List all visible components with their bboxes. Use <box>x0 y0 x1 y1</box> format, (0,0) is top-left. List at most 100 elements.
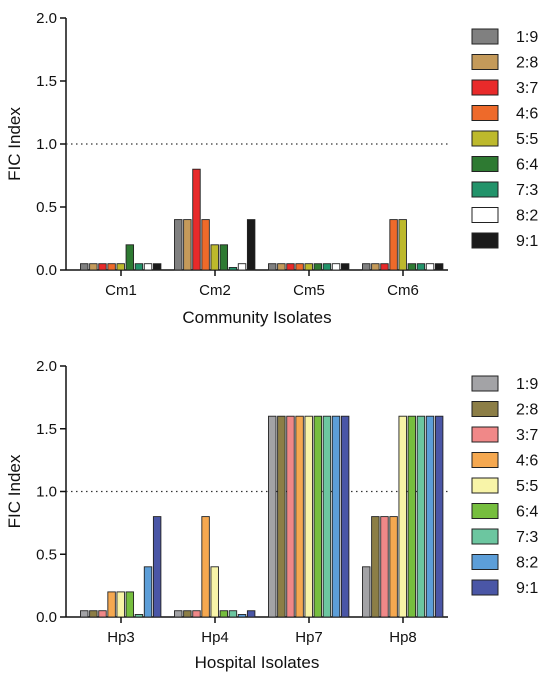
legend-swatch <box>471 452 499 468</box>
bar-hospital-hp8-7-3 <box>416 415 426 618</box>
bar-community-cm1-2-8 <box>89 263 98 271</box>
bar-community-cm5-8-2 <box>331 263 341 271</box>
bar-hospital-hp7-3-7 <box>286 415 295 618</box>
bar-community-cm5-4-6 <box>295 263 304 271</box>
legend-swatch <box>471 503 499 519</box>
x-tick-label: Hp4 <box>201 629 229 646</box>
bar-community-cm1-5-5 <box>116 263 125 271</box>
legend-label: 2:8 <box>516 55 538 72</box>
y-axis-title: FIC Index <box>5 454 24 528</box>
legend-label: 8:2 <box>516 208 538 225</box>
bar-hospital-hp3-1-9 <box>80 610 89 618</box>
bar-community-cm2-6-4 <box>219 244 229 271</box>
bar-hospital-hp8-1-9 <box>362 566 371 618</box>
bar-community-cm5-1-9 <box>268 263 277 271</box>
y-tick-label: 2.0 <box>36 10 57 27</box>
legend-label: 1:9 <box>516 29 538 46</box>
bar-community-cm6-2-8 <box>371 263 380 271</box>
bar-community-cm1-8-2 <box>143 263 153 271</box>
legend-swatch <box>471 528 499 545</box>
legend-swatch <box>471 401 499 417</box>
legend-swatch <box>471 105 499 121</box>
x-tick-label: Cm1 <box>105 282 137 299</box>
legend-swatch <box>471 79 499 96</box>
bar-hospital-hp8-6-4 <box>407 415 417 618</box>
bar-hospital-hp4-3-7 <box>192 610 201 618</box>
legend-label: 8:2 <box>516 555 538 572</box>
legend-swatch <box>471 232 499 249</box>
legend-label: 6:4 <box>516 504 538 521</box>
bar-community-cm5-9-1 <box>340 263 350 271</box>
legend-swatch <box>471 579 499 596</box>
bar-hospital-hp4-8-2 <box>237 614 247 618</box>
legend-swatch <box>471 54 499 70</box>
legend-label: 4:6 <box>516 106 538 123</box>
bar-community-cm5-3-7 <box>286 263 295 271</box>
bar-community-cm1-7-3 <box>134 263 144 271</box>
bar-hospital-hp8-5-5 <box>398 415 407 618</box>
legend-swatch <box>471 375 499 392</box>
bar-community-cm2-1-9 <box>174 219 183 271</box>
bar-community-cm6-7-3 <box>416 263 426 271</box>
bar-community-cm2-3-7 <box>192 168 201 271</box>
bar-hospital-hp3-3-7 <box>98 610 107 618</box>
bar-community-cm1-6-4 <box>125 244 135 271</box>
bar-hospital-hp8-8-2 <box>425 415 435 618</box>
bar-community-cm6-1-9 <box>362 263 371 271</box>
hospital-chart: 0.0 0.5 1.0 1.5 2.0 Hp3 Hp4 Hp7 Hp8 FIC Index Hosp… <box>5 358 538 672</box>
bar-community-cm1-1-9 <box>80 263 89 271</box>
bar-community-cm5-7-3 <box>322 263 332 271</box>
y-tick-label: 2.0 <box>36 358 57 375</box>
bar-community-cm5-5-5 <box>304 263 313 271</box>
bar-hospital-hp4-5-5 <box>210 566 219 618</box>
legend-label: 7:3 <box>516 182 538 199</box>
legend-label: 1:9 <box>516 376 538 393</box>
community-chart: 0.0 0.5 1.0 1.5 2.0 Cm1 Cm2 Cm5 Cm6 FIC Index Comm… <box>5 10 538 327</box>
bar-community-cm2-2-8 <box>183 219 192 271</box>
bar-hospital-hp8-2-8 <box>371 516 380 618</box>
y-tick-label: 1.5 <box>36 421 57 438</box>
bar-hospital-hp3-2-8 <box>89 610 98 618</box>
bar-community-cm1-9-1 <box>152 263 162 271</box>
y-tick-label: 1.0 <box>36 136 57 153</box>
legend-swatch <box>471 207 499 223</box>
legend-label: 9:1 <box>516 580 538 597</box>
legend-swatch <box>471 426 499 443</box>
legend-label: 3:7 <box>516 427 538 444</box>
y-tick-label: 0.0 <box>36 262 57 279</box>
bar-community-cm6-5-5 <box>398 219 407 271</box>
bar-community-cm1-4-6 <box>107 263 116 271</box>
bar-hospital-hp8-9-1 <box>434 415 444 618</box>
bar-hospital-hp7-5-5 <box>304 415 313 618</box>
bar-hospital-hp3-7-3 <box>134 614 144 618</box>
bar-community-cm2-7-3 <box>228 267 238 271</box>
x-tick-label: Cm5 <box>293 282 325 299</box>
legend-label: 9:1 <box>516 233 538 250</box>
y-axis-title: FIC Index <box>5 107 24 181</box>
legend-label: 3:7 <box>516 80 538 97</box>
legend-swatch <box>471 477 499 494</box>
legend-swatch <box>471 181 499 198</box>
legend-swatch <box>471 554 499 570</box>
bar-community-cm6-6-4 <box>407 263 417 271</box>
bar-hospital-hp4-1-9 <box>174 610 183 618</box>
bar-hospital-hp7-9-1 <box>340 415 350 618</box>
bar-community-cm2-5-5 <box>210 244 219 271</box>
legend-swatch <box>471 28 499 45</box>
y-tick-label: 0.5 <box>36 199 57 216</box>
bar-community-cm5-2-8 <box>277 263 286 271</box>
bar-community-cm6-3-7 <box>380 263 389 271</box>
bar-hospital-hp8-3-7 <box>380 516 389 618</box>
bar-community-cm2-9-1 <box>246 219 256 271</box>
x-axis-title: Hospital Isolates <box>195 653 320 672</box>
legend-label: 4:6 <box>516 453 538 470</box>
x-tick-label: Cm6 <box>387 282 419 299</box>
bar-community-cm2-4-6 <box>201 219 210 271</box>
y-tick-label: 0.5 <box>36 546 57 563</box>
x-tick-label: Cm2 <box>199 282 231 299</box>
bar-community-cm6-8-2 <box>425 263 435 271</box>
bar-hospital-hp3-8-2 <box>143 566 153 618</box>
bar-hospital-hp3-5-5 <box>116 591 125 618</box>
y-tick-label: 1.5 <box>36 73 57 90</box>
